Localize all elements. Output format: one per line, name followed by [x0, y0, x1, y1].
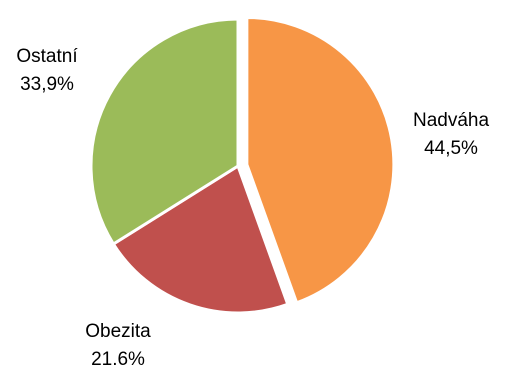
- pie-slice-obezita: [111, 164, 290, 315]
- pie-slices: [89, 15, 396, 315]
- slice-value-nadvaha: 44,5%: [424, 138, 478, 159]
- slice-label-obezita: Obezita: [85, 321, 151, 342]
- pie-slice-ostatni: [89, 17, 240, 246]
- slice-label-nadvaha: Nadváha: [413, 110, 489, 131]
- pie-slice-nadvaha: [245, 15, 396, 305]
- slice-value-ostatni: 33,9%: [20, 74, 74, 95]
- slice-value-obezita: 21.6%: [91, 349, 145, 370]
- slice-label-ostatni: Ostatní: [16, 46, 78, 67]
